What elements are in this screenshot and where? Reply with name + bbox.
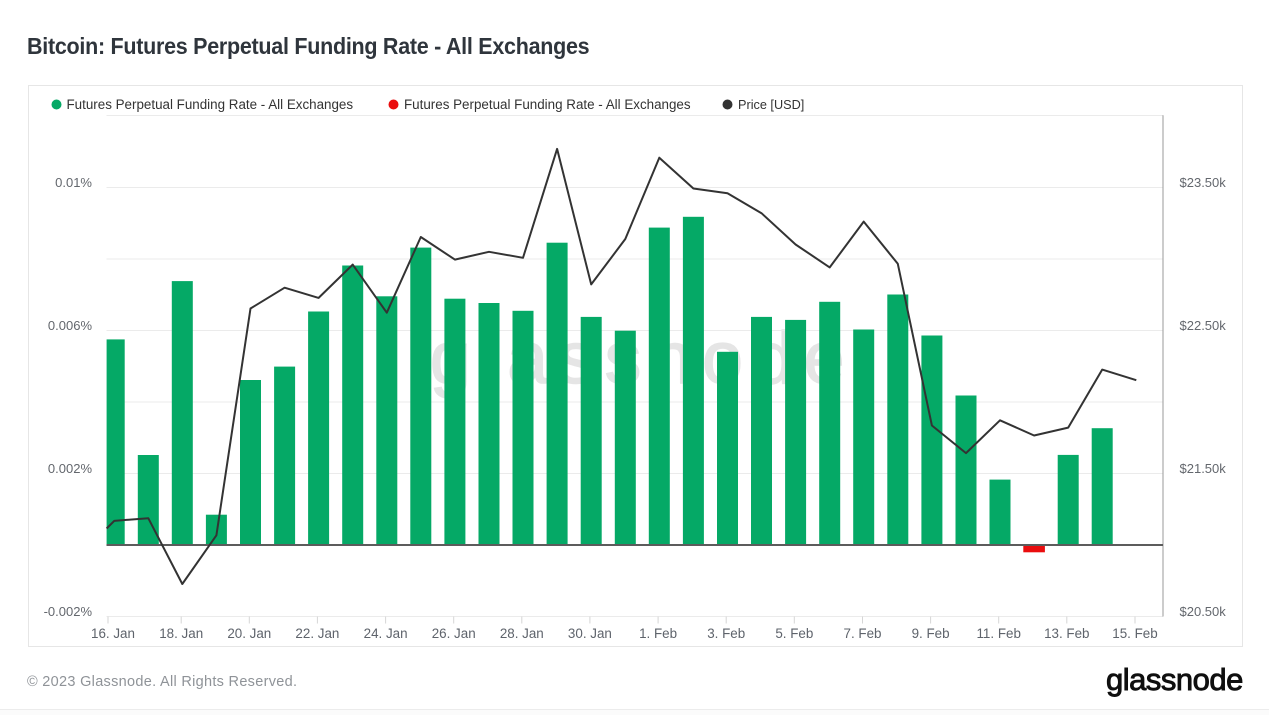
svg-text:$21.50k: $21.50k [1180, 461, 1227, 476]
svg-text:18. Jan: 18. Jan [159, 626, 203, 641]
svg-text:28. Jan: 28. Jan [500, 626, 544, 641]
svg-text:13. Feb: 13. Feb [1044, 626, 1089, 641]
svg-text:Futures Perpetual Funding Rate: Futures Perpetual Funding Rate - All Exc… [67, 97, 354, 112]
svg-text:-0.002%: -0.002% [44, 604, 93, 619]
svg-text:24. Jan: 24. Jan [364, 626, 408, 641]
svg-text:0.006%: 0.006% [48, 318, 93, 333]
svg-text:16. Jan: 16. Jan [91, 626, 135, 641]
svg-text:Price [USD]: Price [USD] [738, 98, 804, 112]
svg-text:3. Feb: 3. Feb [707, 626, 745, 641]
svg-text:$23.50k: $23.50k [1180, 175, 1227, 190]
svg-text:30. Jan: 30. Jan [568, 626, 612, 641]
svg-text:Futures Perpetual Funding Rate: Futures Perpetual Funding Rate - All Exc… [404, 97, 691, 112]
svg-text:11. Feb: 11. Feb [976, 626, 1020, 641]
svg-text:9. Feb: 9. Feb [912, 626, 950, 641]
svg-text:7. Feb: 7. Feb [844, 626, 882, 641]
svg-text:1. Feb: 1. Feb [639, 626, 677, 641]
svg-text:20. Jan: 20. Jan [227, 626, 271, 641]
svg-text:26. Jan: 26. Jan [432, 626, 476, 641]
svg-text:0.01%: 0.01% [55, 175, 92, 190]
svg-text:5. Feb: 5. Feb [775, 626, 813, 641]
svg-text:glassnode: glassnode [1106, 662, 1243, 697]
svg-text:22. Jan: 22. Jan [295, 626, 339, 641]
svg-text:0.002%: 0.002% [48, 461, 93, 476]
svg-text:$22.50k: $22.50k [1180, 318, 1227, 333]
svg-text:$20.50k: $20.50k [1180, 604, 1227, 619]
svg-text:15. Feb: 15. Feb [1112, 626, 1157, 641]
